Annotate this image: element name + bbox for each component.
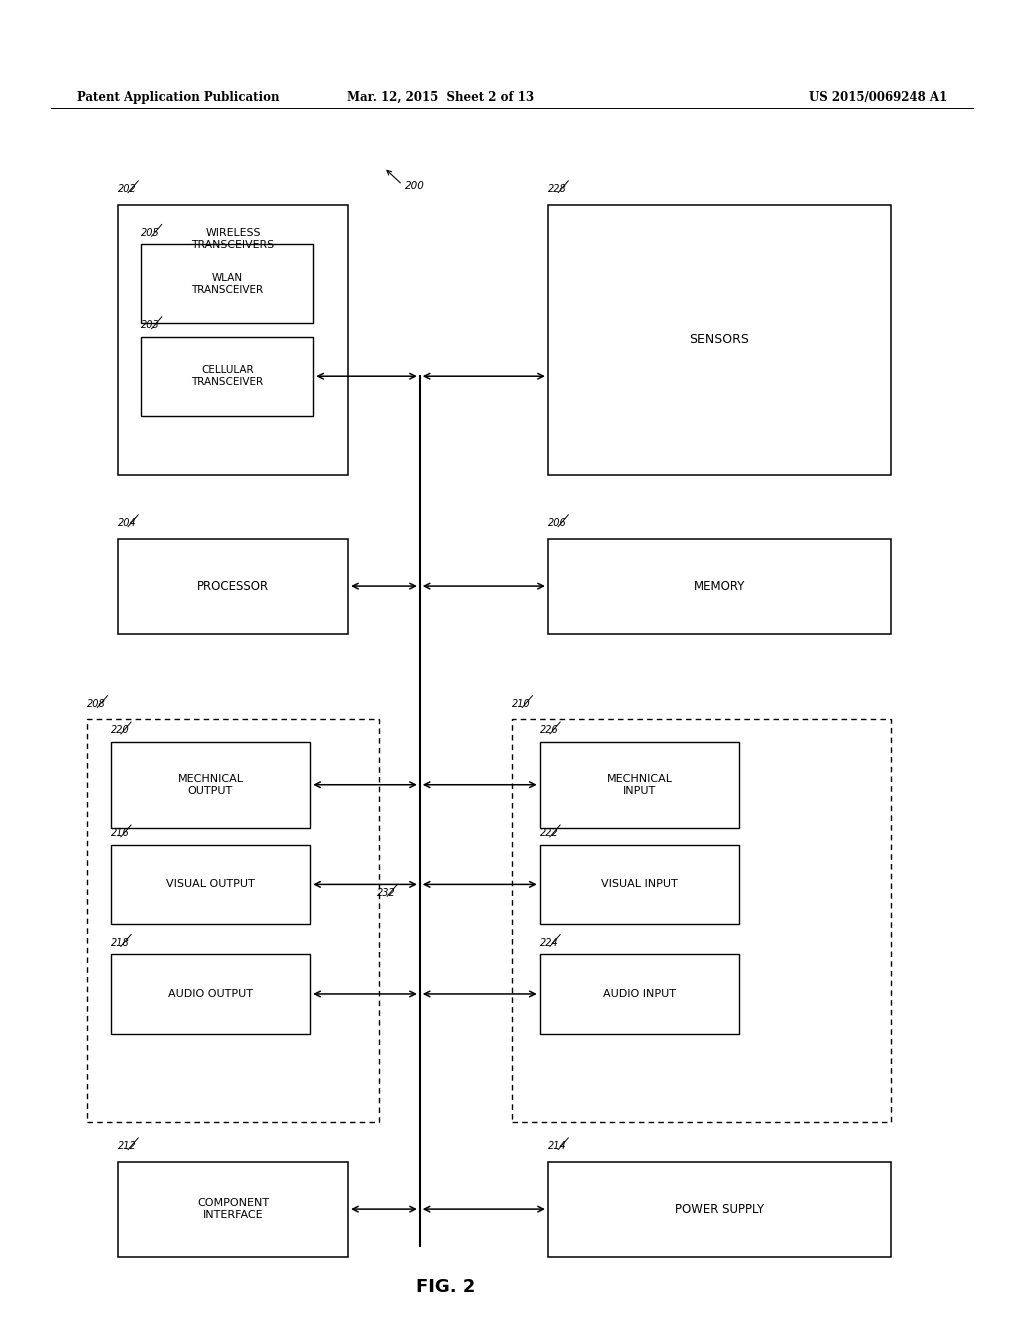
Text: AUDIO INPUT: AUDIO INPUT (603, 989, 676, 999)
Bar (118, 205, 348, 475)
Bar (548, 1162, 891, 1257)
Text: 220: 220 (111, 725, 129, 735)
Text: Mar. 12, 2015  Sheet 2 of 13: Mar. 12, 2015 Sheet 2 of 13 (347, 91, 534, 103)
Text: MECHNICAL
OUTPUT: MECHNICAL OUTPUT (177, 774, 244, 796)
Text: 200: 200 (404, 181, 424, 191)
Text: SENSORS: SENSORS (689, 334, 750, 346)
Text: POWER SUPPLY: POWER SUPPLY (675, 1203, 764, 1216)
Text: 232: 232 (377, 887, 395, 898)
Text: Patent Application Publication: Patent Application Publication (77, 91, 280, 103)
Text: VISUAL OUTPUT: VISUAL OUTPUT (166, 879, 255, 890)
Text: WLAN
TRANSCEIVER: WLAN TRANSCEIVER (191, 273, 263, 294)
Text: 212: 212 (118, 1140, 136, 1151)
Text: 228: 228 (548, 183, 566, 194)
Text: CELLULAR
TRANSCEIVER: CELLULAR TRANSCEIVER (191, 366, 263, 387)
Text: 202: 202 (118, 183, 136, 194)
Text: 222: 222 (540, 828, 558, 838)
Text: 205: 205 (141, 227, 160, 238)
Text: AUDIO OUTPUT: AUDIO OUTPUT (168, 989, 253, 999)
Text: 210: 210 (512, 698, 530, 709)
Bar (111, 954, 310, 1034)
Bar (548, 205, 891, 475)
Text: MEMORY: MEMORY (693, 579, 745, 593)
Text: WIRELESS
TRANSCEIVERS: WIRELESS TRANSCEIVERS (191, 228, 274, 249)
Bar (540, 954, 739, 1034)
Text: 208: 208 (87, 698, 105, 709)
Text: 203: 203 (141, 319, 160, 330)
Text: 214: 214 (548, 1140, 566, 1151)
Text: PROCESSOR: PROCESSOR (197, 579, 269, 593)
Bar (118, 539, 348, 634)
Bar (548, 539, 891, 634)
Bar (141, 244, 313, 323)
Bar (111, 845, 310, 924)
Text: US 2015/0069248 A1: US 2015/0069248 A1 (809, 91, 947, 103)
Bar (141, 337, 313, 416)
Bar (87, 719, 379, 1122)
Bar (118, 1162, 348, 1257)
Text: 218: 218 (111, 937, 129, 948)
Bar (540, 742, 739, 828)
Text: 226: 226 (540, 725, 558, 735)
Text: 204: 204 (118, 517, 136, 528)
Text: FIG. 2: FIG. 2 (416, 1278, 475, 1296)
Text: 206: 206 (548, 517, 566, 528)
Text: 224: 224 (540, 937, 558, 948)
Bar (111, 742, 310, 828)
Bar (512, 719, 891, 1122)
Text: 216: 216 (111, 828, 129, 838)
Text: VISUAL INPUT: VISUAL INPUT (601, 879, 678, 890)
Text: MECHNICAL
INPUT: MECHNICAL INPUT (606, 774, 673, 796)
Text: COMPONENT
INTERFACE: COMPONENT INTERFACE (197, 1199, 269, 1220)
Bar (540, 845, 739, 924)
